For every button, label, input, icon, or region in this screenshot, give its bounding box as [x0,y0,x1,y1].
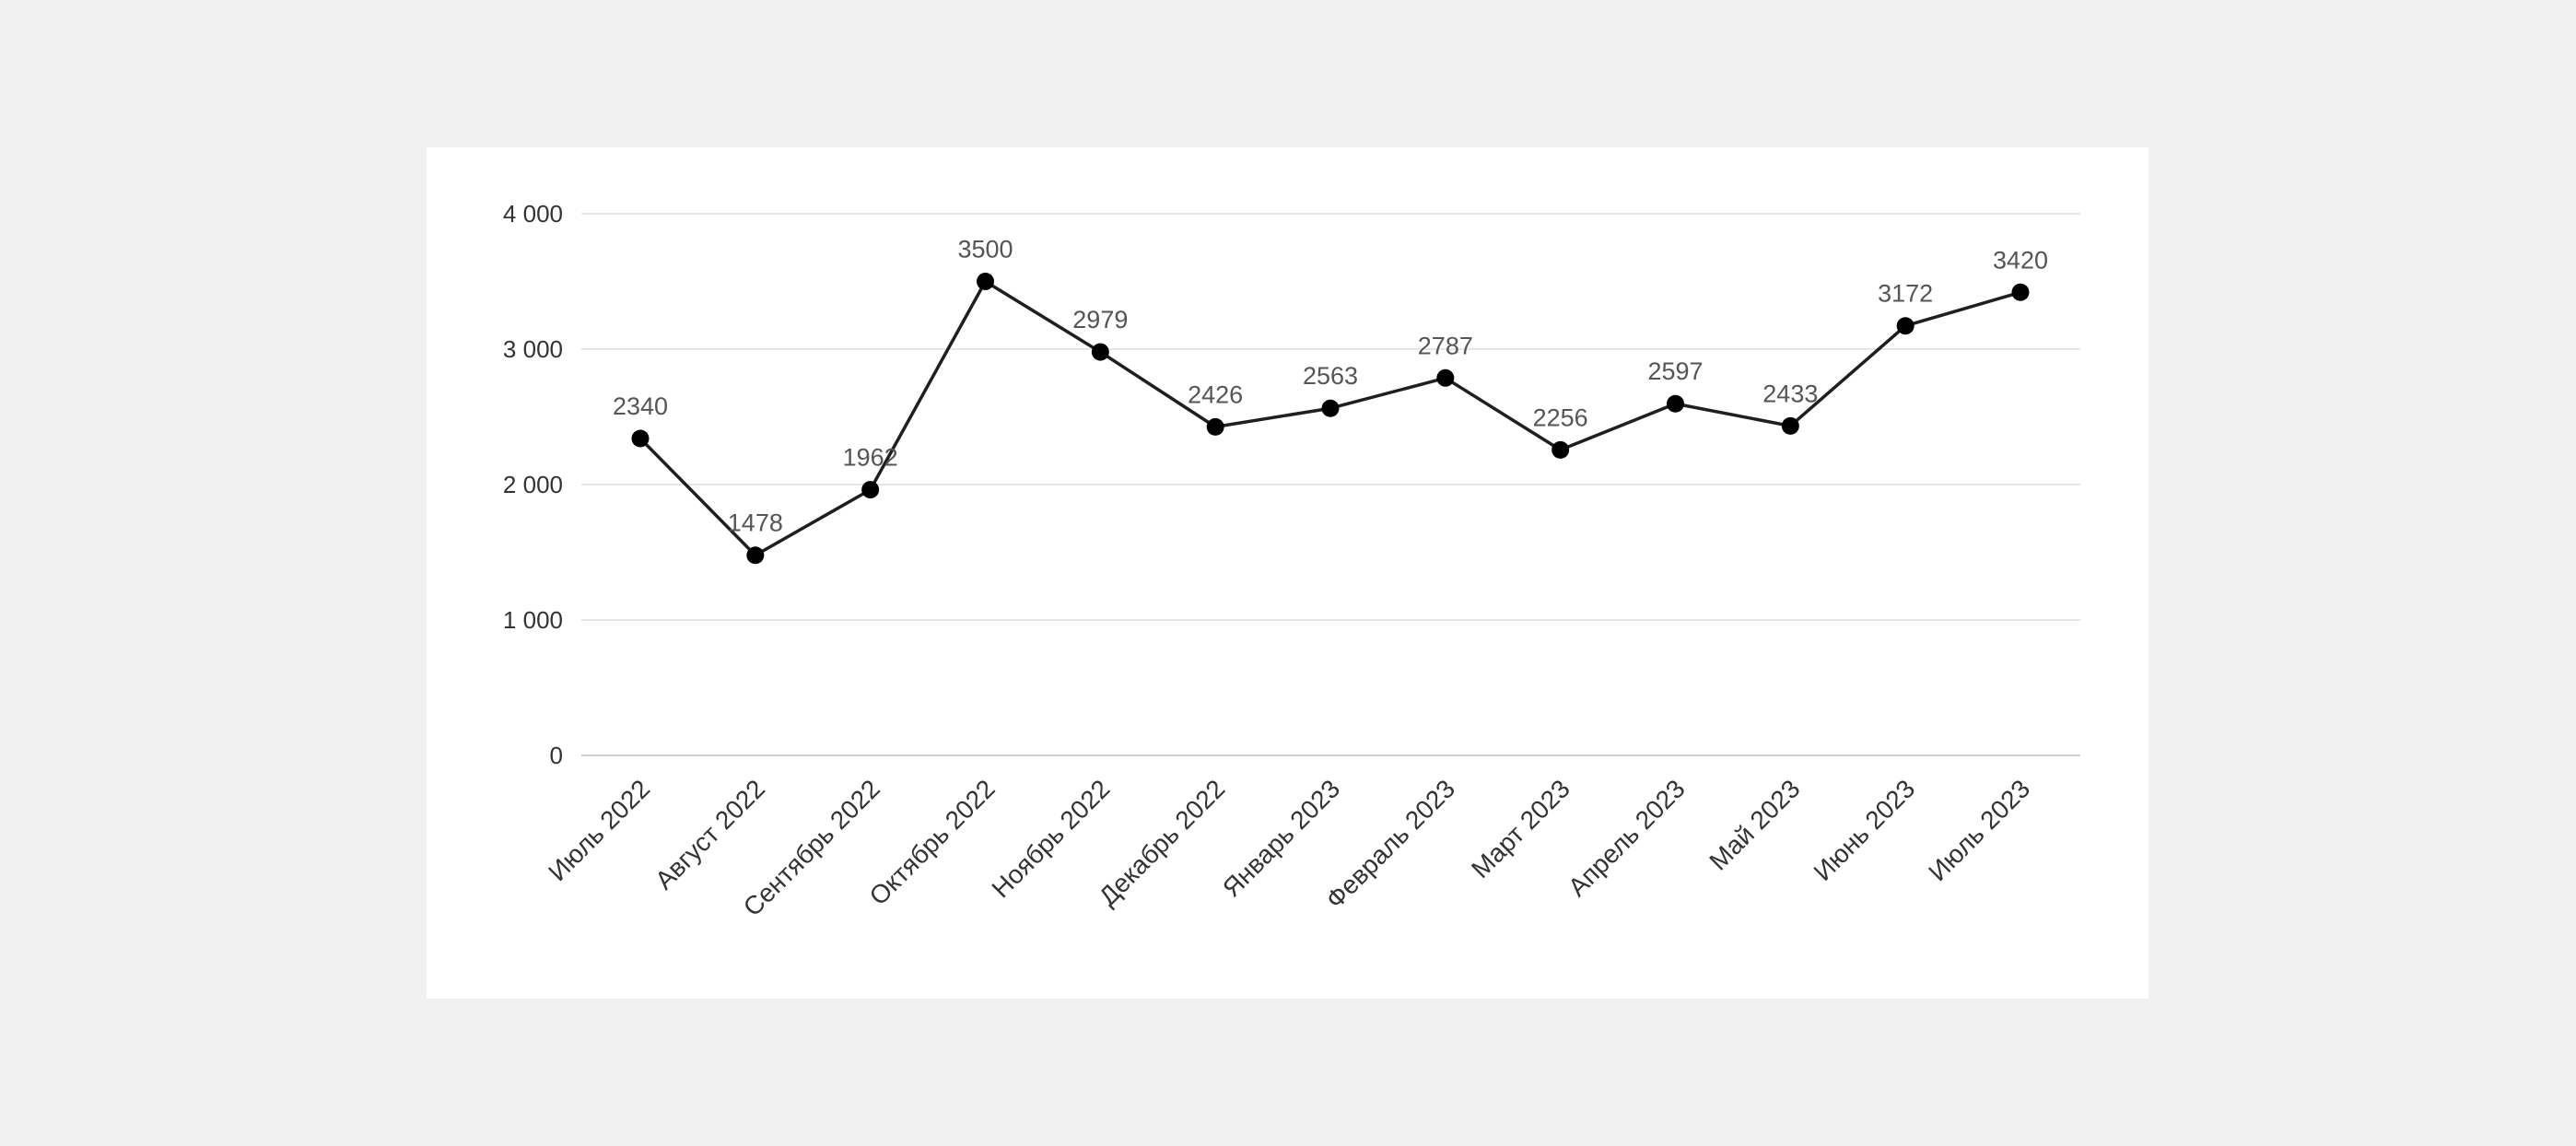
x-tick-label: Июль 2023 [1923,774,2035,886]
x-tick-label: Январь 2023 [1217,774,1345,902]
data-point [1091,343,1109,361]
y-tick-label: 0 [550,742,563,769]
data-point [1896,317,1914,335]
data-point [1321,399,1340,417]
x-tick-label: Ноябрь 2022 [986,774,1115,903]
data-label: 2597 [1647,357,1703,385]
y-tick-label: 1 000 [503,606,563,634]
x-tick-label: Май 2023 [1704,774,1805,875]
data-point [1781,416,1799,435]
data-label: 3172 [1878,280,1933,308]
data-label: 2563 [1303,362,1358,390]
data-point [1667,394,1684,413]
x-tick-label: Март 2023 [1466,774,1575,883]
data-label: 2256 [1533,403,1588,431]
data-label: 1962 [843,444,898,472]
data-point [631,429,650,448]
data-point [861,481,880,499]
data-label: 2433 [1762,380,1818,407]
line-chart: 0 1 000 2 000 3 000 4 000 2340 1478 1962 3500 297… [503,200,2080,921]
data-point [1551,440,1570,459]
series-line [638,279,2021,557]
data-label: 2787 [1418,332,1473,359]
data-label: 1478 [728,509,783,537]
data-label: 2340 [613,392,668,420]
y-tick-label: 4 000 [503,200,563,228]
data-point [977,273,994,290]
y-tick-label: 2 000 [503,471,563,498]
x-tick-label: Апрель 2023 [1563,774,1691,902]
data-point [1436,368,1455,387]
data-label: 2979 [1072,306,1128,333]
data-point [746,546,765,565]
x-tick-label: Август 2022 [650,774,770,895]
data-label: 2426 [1188,380,1243,408]
data-point [1206,417,1224,436]
data-label: 3420 [1993,246,2048,274]
x-tick-label: Июнь 2023 [1809,774,1921,886]
y-tick-label: 3 000 [503,335,563,363]
x-tick-label: Июль 2022 [543,774,655,886]
data-label: 3500 [957,236,1013,263]
chart-card: 0 1 000 2 000 3 000 4 000 2340 1478 1962 3500 297… [427,147,2149,999]
data-point [2011,283,2030,301]
